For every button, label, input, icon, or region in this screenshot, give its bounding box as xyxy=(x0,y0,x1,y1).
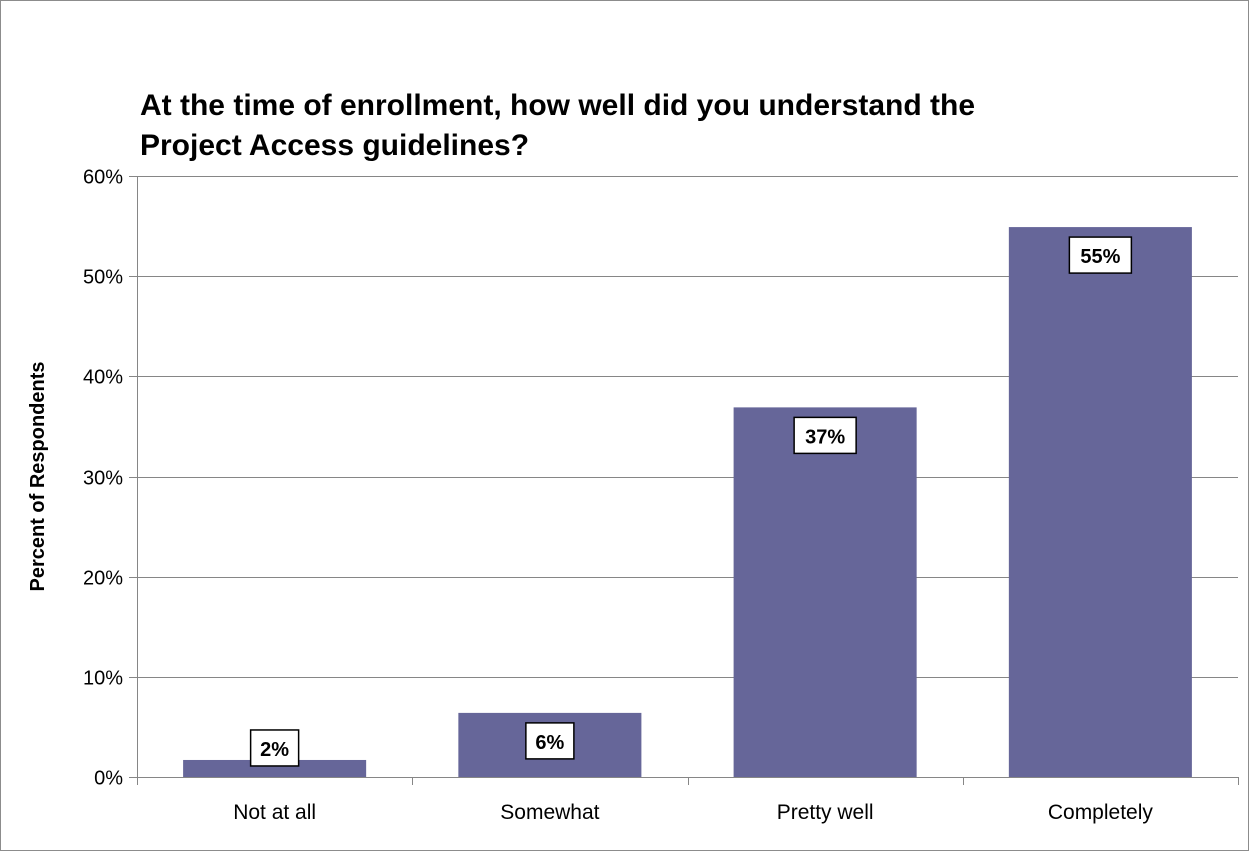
x-tick-label: Not at all xyxy=(233,801,316,824)
data-label-box xyxy=(1068,236,1133,274)
chart-title-line-2: Project Access guidelines? xyxy=(140,129,530,162)
data-label: 2% xyxy=(260,739,289,761)
data-labels: 2% 6% 37% 55% xyxy=(249,236,1133,767)
axes xyxy=(129,176,1239,785)
axis-text: 0% 10% 20% 30% 40% 50% 60% Not at all Somewhat Pr… xyxy=(27,167,1153,825)
bars xyxy=(183,227,1192,777)
bar xyxy=(1008,227,1192,777)
data-label: 55% xyxy=(1080,246,1120,268)
data-label-box xyxy=(249,729,300,767)
y-tick-label: 60% xyxy=(83,167,123,189)
bar xyxy=(183,759,367,777)
bar xyxy=(733,407,917,777)
y-tick-label: 10% xyxy=(83,668,123,690)
data-label-box xyxy=(793,416,857,455)
y-axis-title: Percent of Respondents xyxy=(27,361,49,591)
x-tick-label: Somewhat xyxy=(500,801,599,824)
y-tick-label: 40% xyxy=(83,367,123,389)
data-label: 37% xyxy=(805,426,845,448)
y-tick-label: 0% xyxy=(94,768,123,790)
chart-title-line-1: At the time of enrollment, how well did … xyxy=(140,89,976,122)
x-tick-label: Completely xyxy=(1048,801,1154,824)
y-tick-label: 20% xyxy=(83,568,123,590)
y-tick-label: 30% xyxy=(83,468,123,490)
data-label-box xyxy=(525,722,575,760)
x-tick-label: Pretty well xyxy=(777,801,874,824)
chart-title: At the time of enrollment, how well did … xyxy=(140,86,1140,166)
y-tick-label: 50% xyxy=(83,267,123,289)
data-label: 6% xyxy=(535,732,564,754)
